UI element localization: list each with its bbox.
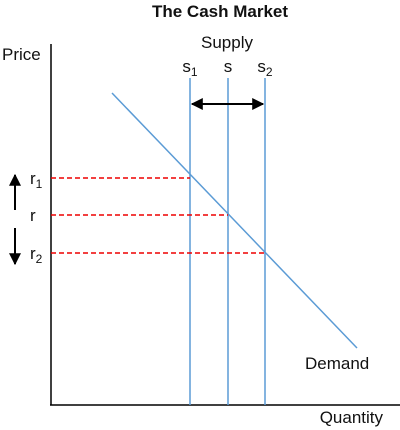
demand-line	[111, 92, 358, 349]
supply-curve-label-base: s	[257, 57, 266, 76]
supply-curve-label-sub: 1	[191, 65, 198, 79]
rate-label: r2	[30, 244, 43, 266]
rate-label-sub: 1	[36, 177, 43, 191]
supply-curve-label-sub: 2	[266, 65, 273, 79]
supply-curve-label-base: s	[224, 57, 233, 76]
demand-label: Demand	[305, 354, 369, 373]
y-axis-label: Price	[2, 45, 41, 64]
supply-curve-label-base: s	[182, 57, 191, 76]
supply-curve-label: s	[224, 57, 233, 76]
rate-label: r1	[30, 169, 43, 191]
rate-label-base: r	[30, 169, 36, 188]
rate-label-base: r	[30, 206, 36, 225]
supply-curve-label: s2	[257, 57, 273, 79]
title: The Cash Market	[152, 2, 288, 21]
supply-curve-label: s1	[182, 57, 198, 79]
rate-label-sub: 2	[36, 252, 43, 266]
rate-label: r	[30, 206, 36, 225]
supply-label: Supply	[201, 33, 253, 52]
x-axis-label: Quantity	[320, 408, 384, 427]
rate-label-base: r	[30, 244, 36, 263]
